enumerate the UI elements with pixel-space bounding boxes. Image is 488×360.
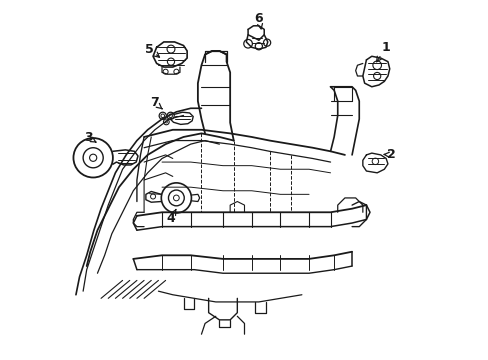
- Text: 3: 3: [84, 131, 96, 144]
- Text: 1: 1: [376, 41, 390, 62]
- Text: 6: 6: [254, 12, 263, 29]
- Text: 4: 4: [166, 209, 176, 225]
- Text: 5: 5: [145, 42, 159, 57]
- Text: 2: 2: [383, 148, 395, 161]
- Text: 7: 7: [150, 96, 162, 109]
